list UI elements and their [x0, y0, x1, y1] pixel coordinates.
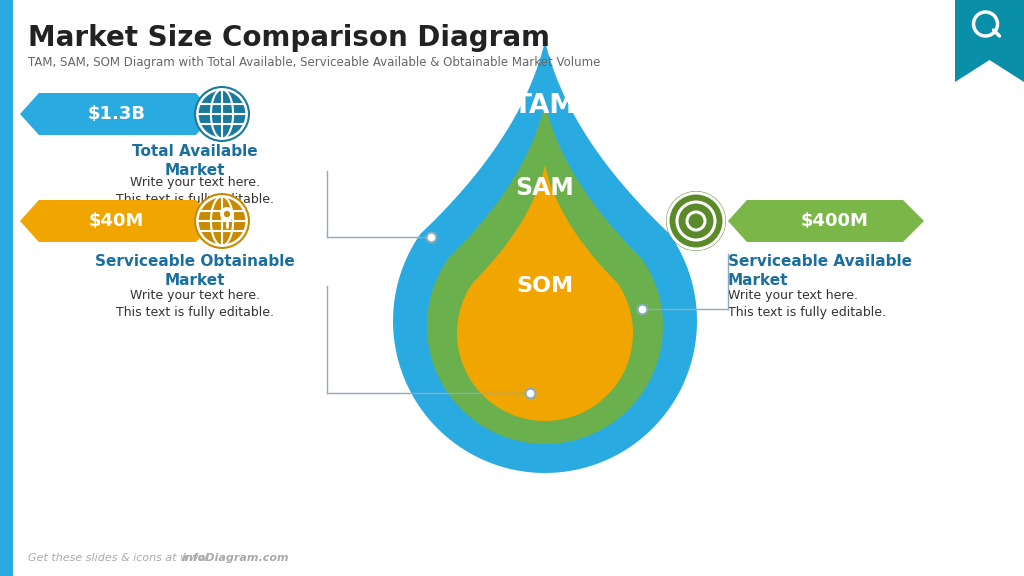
Text: infoDiagram.com: infoDiagram.com — [181, 553, 289, 563]
Circle shape — [194, 86, 250, 142]
Text: TAM: TAM — [514, 93, 577, 119]
Polygon shape — [728, 200, 924, 242]
Circle shape — [224, 211, 230, 217]
Polygon shape — [20, 200, 215, 242]
Text: SOM: SOM — [516, 276, 573, 296]
Polygon shape — [393, 41, 697, 473]
Polygon shape — [457, 165, 633, 421]
Text: Serviceable Obtainable
Market: Serviceable Obtainable Market — [95, 254, 295, 287]
Text: TAM, SAM, SOM Diagram with Total Available, Serviceable Available & Obtainable M: TAM, SAM, SOM Diagram with Total Availab… — [28, 56, 600, 69]
Circle shape — [220, 207, 234, 221]
Text: Serviceable Available
Market: Serviceable Available Market — [728, 254, 912, 287]
Text: Total Available
Market: Total Available Market — [132, 144, 258, 177]
Text: Write your text here.
This text is fully editable.: Write your text here. This text is fully… — [116, 289, 274, 319]
Text: Get these slides & icons at www.: Get these slides & icons at www. — [28, 553, 210, 563]
Text: Write your text here.
This text is fully editable.: Write your text here. This text is fully… — [728, 289, 886, 319]
Text: SAM: SAM — [516, 176, 574, 200]
Text: $40M: $40M — [89, 212, 144, 230]
Polygon shape — [955, 0, 1024, 82]
Text: Market Size Comparison Diagram: Market Size Comparison Diagram — [28, 24, 550, 52]
Circle shape — [194, 193, 250, 249]
Polygon shape — [0, 0, 13, 576]
Text: Write your text here.
This text is fully editable.: Write your text here. This text is fully… — [116, 176, 274, 206]
Circle shape — [666, 191, 726, 251]
Polygon shape — [427, 103, 663, 444]
Polygon shape — [20, 93, 215, 135]
Text: $400M: $400M — [801, 212, 868, 230]
Text: $1.3B: $1.3B — [87, 105, 145, 123]
